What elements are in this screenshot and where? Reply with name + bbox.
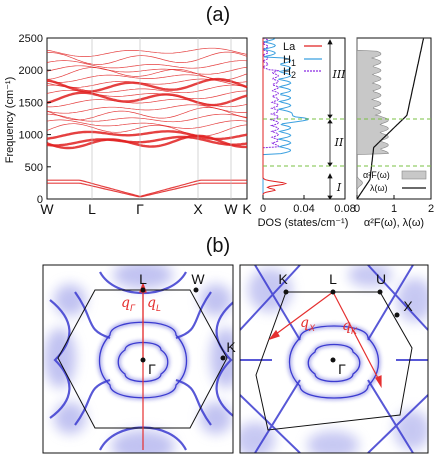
q-vectors-right xyxy=(268,291,382,389)
phonon-y-tick: 500 xyxy=(25,162,43,174)
phonon-y-tick: 2500 xyxy=(19,33,43,45)
lambda-curve xyxy=(356,38,425,200)
dos-x-axis-label: DOS (states/cm⁻¹) xyxy=(258,217,349,229)
fermi-surface-left xyxy=(43,265,233,453)
phonon-kpoint-label: X xyxy=(193,201,203,217)
q-gamma-label-left: qΓ xyxy=(121,295,136,313)
phonon-kpoint-label: K xyxy=(242,201,252,217)
dos-legend: La H1 H2 xyxy=(283,41,322,80)
panel-a-label: (a) xyxy=(206,4,230,26)
point-x-right: X xyxy=(403,298,413,314)
phonon-kpoint-label: Γ xyxy=(136,201,144,217)
fermi-right-frame xyxy=(239,264,429,454)
point-u-right: U xyxy=(376,271,386,287)
eliashberg-x-tick: 2 xyxy=(428,203,434,215)
legend-a2f: α²F(ω) xyxy=(363,170,390,180)
point-l-left-marker xyxy=(140,287,146,293)
phonon-y-tick: 0 xyxy=(37,194,43,206)
region-arrows xyxy=(327,39,333,200)
point-k-right-marker xyxy=(283,289,289,295)
point-l-right-marker xyxy=(330,289,336,295)
legend-h1: H1 xyxy=(283,54,296,68)
point-gamma-left-marker xyxy=(140,357,146,363)
q-k-label-right: qK xyxy=(342,318,358,336)
dos-x-tick: 0.08 xyxy=(334,203,355,215)
eliashberg-x-axis-label: α²F(ω), λ(ω) xyxy=(364,217,424,229)
phonon-y-tick: 1500 xyxy=(19,97,43,109)
eliashberg-x-ticks: 0 1 2 xyxy=(354,195,434,215)
phonon-y-tick: 2000 xyxy=(19,65,43,77)
eliashberg-x-tick: 0 xyxy=(354,203,360,215)
dos-plot: I II III La H1 H2 0 0.04 0.08 DOS (states/… xyxy=(258,37,356,229)
point-l-left: L xyxy=(139,271,147,287)
point-w-left: W xyxy=(191,271,205,287)
eliashberg-plot: α²F(ω) λ(ω) 0 1 2 α²F(ω), λ(ω) xyxy=(354,37,434,229)
dos-h2-curve xyxy=(262,38,280,199)
q-l-label-left: qL xyxy=(147,295,161,313)
phonon-plot-frame xyxy=(46,37,248,200)
point-gamma-right-marker xyxy=(330,357,336,363)
phonon-kpoint-label: W xyxy=(224,201,238,217)
dos-x-tick: 0 xyxy=(260,203,266,215)
phonon-kpoint-label: L xyxy=(88,201,96,217)
point-l-right: L xyxy=(329,271,337,287)
point-w-left-marker xyxy=(193,287,199,293)
point-k-left-marker xyxy=(220,355,226,361)
region-label-iii: III xyxy=(331,68,346,81)
fermi-left-frame xyxy=(42,264,234,454)
point-k-right: K xyxy=(278,271,288,287)
phonon-y-ticks: 0 500 1000 1500 2000 2500 xyxy=(19,33,51,206)
brillouin-zone-boundary-left xyxy=(57,289,228,429)
point-gamma-left: Γ xyxy=(148,361,156,377)
dos-x-tick: 0.04 xyxy=(293,203,314,215)
dos-x-ticks: 0 0.04 0.08 xyxy=(260,195,356,215)
panel-b-label: (b) xyxy=(206,235,230,257)
point-u-right-marker xyxy=(377,289,383,295)
region-label-i: I xyxy=(336,181,342,194)
point-x-right-marker xyxy=(394,312,400,318)
legend-la: La xyxy=(283,41,296,53)
point-gamma-right: Γ xyxy=(338,361,346,377)
eliashberg-legend: α²F(ω) λ(ω) xyxy=(363,170,427,193)
phonon-kpoint-label: W xyxy=(40,201,54,217)
phonon-bands xyxy=(46,47,248,198)
phonon-y-axis-label: Frequency (cm⁻¹) xyxy=(4,77,16,164)
point-k-left: K xyxy=(226,339,236,355)
legend-h2: H2 xyxy=(283,66,296,80)
q-x-label-right: qX xyxy=(300,315,316,333)
region-label-ii: II xyxy=(334,136,344,149)
phonon-kpoint-lines xyxy=(91,38,232,199)
legend-lambda: λ(ω) xyxy=(370,183,388,193)
phonon-y-tick: 1000 xyxy=(19,130,43,142)
eliashberg-x-tick: 1 xyxy=(391,203,397,215)
